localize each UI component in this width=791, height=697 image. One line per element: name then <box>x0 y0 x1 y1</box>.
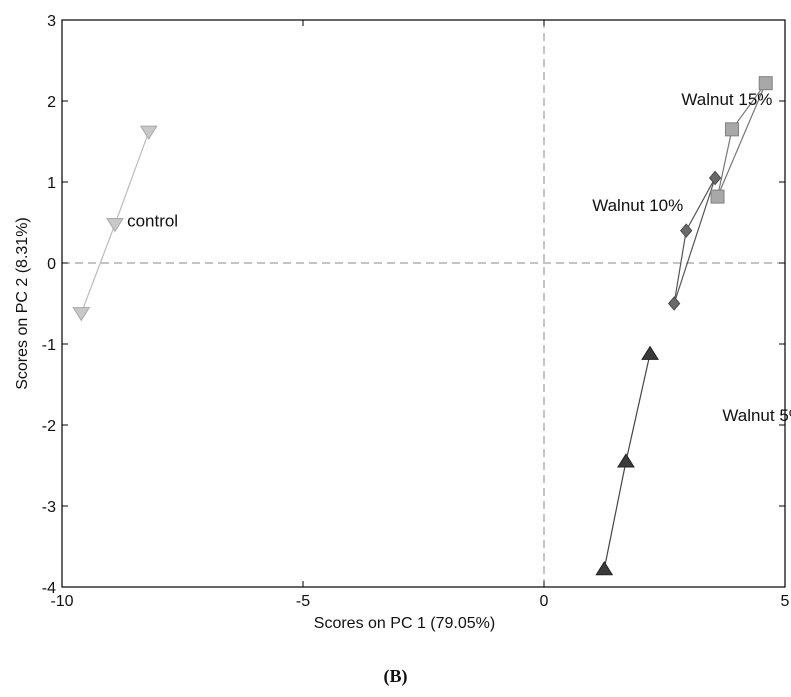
y-tick-label: -2 <box>42 418 56 435</box>
series-label: control <box>127 212 178 231</box>
series-line-walnut-10 <box>673 177 716 304</box>
x-tick-label: -10 <box>50 593 73 610</box>
x-tick-label: -5 <box>296 593 310 610</box>
point-walnut-5 <box>595 561 614 576</box>
y-tick-label: -3 <box>42 499 56 516</box>
series-label: Walnut 10% <box>592 196 683 215</box>
point-walnut-10 <box>708 170 722 186</box>
point-walnut-10 <box>680 223 693 238</box>
y-tick-label: 1 <box>47 175 56 192</box>
series-label: Walnut 5% <box>722 406 791 425</box>
plot-frame <box>61 19 786 588</box>
series-walnut-15 <box>710 76 773 204</box>
point-walnut-5 <box>641 345 659 360</box>
y-axis-title: Scores on PC 2 (8.31%) <box>14 217 31 390</box>
series-control <box>72 125 158 322</box>
series-layer <box>72 76 773 576</box>
point-walnut-10 <box>667 296 681 311</box>
point-control <box>139 125 158 140</box>
series-label: Walnut 15% <box>681 90 772 109</box>
x-tick-label: 5 <box>781 593 790 610</box>
x-tick-label: 0 <box>540 593 549 610</box>
figure-caption: (B) <box>383 666 408 686</box>
series-walnut-10 <box>667 170 722 311</box>
y-tick-label: -1 <box>42 337 56 354</box>
series-line-walnut-15 <box>716 82 767 197</box>
point-control <box>72 307 91 322</box>
y-tick-label: -4 <box>42 580 56 597</box>
point-control <box>106 218 124 233</box>
y-tick-label: 0 <box>47 256 56 273</box>
y-tick-label: 3 <box>47 13 56 30</box>
series-walnut-5 <box>595 345 659 576</box>
point-walnut-15 <box>758 76 773 91</box>
x-axis-title: Scores on PC 1 (79.05%) <box>314 615 495 632</box>
y-tick-label: 2 <box>47 94 56 111</box>
zero-lines <box>62 20 785 587</box>
point-walnut-15 <box>724 122 739 137</box>
point-walnut-5 <box>617 453 635 468</box>
point-walnut-15 <box>710 189 725 204</box>
annotations: control Walnut 15% Walnut 10% Walnut 5% <box>127 90 791 425</box>
